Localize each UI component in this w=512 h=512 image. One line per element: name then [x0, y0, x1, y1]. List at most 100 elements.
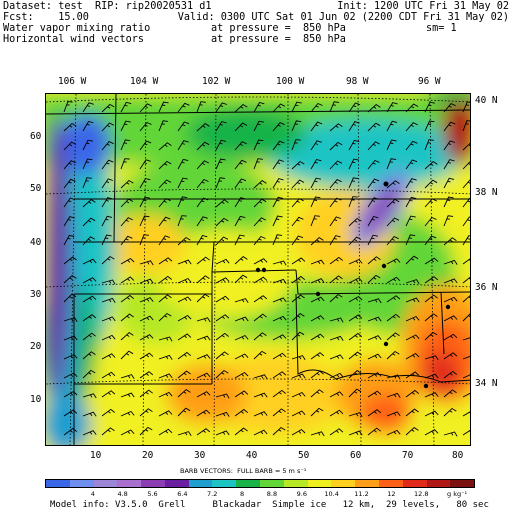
colorbar-tick-label: 8.8 [266, 490, 278, 498]
colorbar [45, 479, 475, 488]
wind-barb [196, 141, 210, 151]
wind-barb [424, 410, 439, 417]
wind-barb [405, 334, 420, 341]
wind-barb [310, 370, 324, 379]
wind-barb [405, 215, 416, 227]
colorbar-swatch [355, 480, 379, 487]
map-canvas [46, 94, 470, 445]
wind-barb [82, 139, 93, 151]
wind-barb [215, 277, 230, 284]
wind-barb [234, 197, 246, 208]
wind-barb [196, 101, 206, 113]
wind-barb [177, 215, 187, 227]
wind-barb [234, 103, 248, 113]
colorbar-swatch [283, 480, 308, 487]
city-markers [255, 181, 451, 389]
wind-barb [291, 294, 305, 303]
wind-barb [443, 140, 456, 151]
wind-barb [120, 374, 135, 380]
wind-barb [234, 122, 248, 132]
smoothing-label: sm= 1 [426, 23, 457, 34]
wind-barb [462, 120, 470, 132]
wind-barb [348, 139, 360, 151]
wind-barb [63, 141, 77, 151]
wind-barb [424, 216, 437, 227]
wind-barb [272, 315, 287, 322]
wind-barb [82, 258, 97, 265]
wind-barb [234, 215, 246, 227]
wind-barb [139, 260, 154, 266]
wind-barb [63, 178, 76, 189]
wind-barb [253, 217, 267, 227]
wind-barb [272, 278, 287, 284]
wind-barb [272, 297, 287, 303]
wind-barb [405, 279, 420, 285]
wind-barb [82, 295, 97, 303]
wind-barb [253, 350, 267, 360]
wind-barb [177, 370, 191, 379]
wind-barb [63, 234, 75, 246]
wind-barb [367, 274, 381, 284]
wind-barb [348, 121, 360, 132]
wind-barb [215, 158, 226, 170]
wind-barb [405, 159, 418, 170]
colorbar-tick-label: 4.8 [117, 490, 128, 498]
wind-barb [196, 275, 210, 284]
wind-barb [291, 179, 305, 189]
wind-barb [177, 277, 192, 284]
wind-barb [348, 314, 363, 322]
wind-barb [234, 159, 247, 170]
wind-barb [348, 196, 358, 208]
wind-barb [424, 392, 439, 398]
wind-barb [386, 276, 401, 284]
wind-barb [329, 293, 343, 303]
wind-barb [63, 122, 77, 132]
wind-barb [215, 199, 229, 208]
wind-barb [443, 177, 455, 189]
wind-barb [253, 139, 264, 151]
wind-barb [234, 427, 248, 436]
wind-barb [215, 411, 230, 417]
grid-x-label: 80 [452, 450, 464, 461]
wind-barb [234, 334, 249, 341]
wind-barb [424, 294, 438, 303]
grid-y-label: 10 [30, 394, 42, 405]
wind-barb [462, 313, 470, 322]
wind-barbs [63, 101, 470, 437]
wind-barb [329, 160, 343, 170]
wind-barb [348, 277, 363, 284]
wind-barb [405, 234, 416, 246]
wind-barb [234, 178, 247, 189]
wind-barb [158, 410, 173, 417]
wind-barb [386, 120, 398, 132]
grid-x-label: 10 [90, 450, 102, 461]
wind-barb [234, 234, 245, 246]
wind-barb [405, 389, 420, 398]
wind-barb [348, 332, 363, 341]
lon-label: 106 W [58, 76, 87, 87]
wind-barb [386, 313, 400, 322]
state-boundaries [46, 94, 470, 445]
colorbar-swatch [188, 480, 213, 487]
wind-barb [215, 177, 226, 189]
wind-barb [215, 258, 230, 265]
wind-barb [424, 161, 438, 170]
wind-barb [367, 178, 380, 189]
field-level-label: at pressure = 850 hPa [211, 23, 346, 34]
wind-barb [310, 389, 324, 398]
wind-barb [291, 355, 306, 361]
wind-barb [443, 196, 454, 208]
colorbar-swatch [426, 480, 451, 487]
wind-barb [386, 332, 400, 341]
wind-barb [424, 101, 435, 113]
wind-barb [196, 335, 211, 341]
wind-barb [101, 390, 116, 398]
wind-barb [291, 139, 301, 151]
wind-barb [386, 180, 400, 189]
grid-y-label: 40 [30, 237, 42, 248]
moisture-field [46, 94, 470, 445]
wind-barb [234, 256, 248, 265]
wind-barb [82, 199, 96, 208]
wind-barb [253, 332, 267, 341]
wind-barb [196, 391, 211, 398]
